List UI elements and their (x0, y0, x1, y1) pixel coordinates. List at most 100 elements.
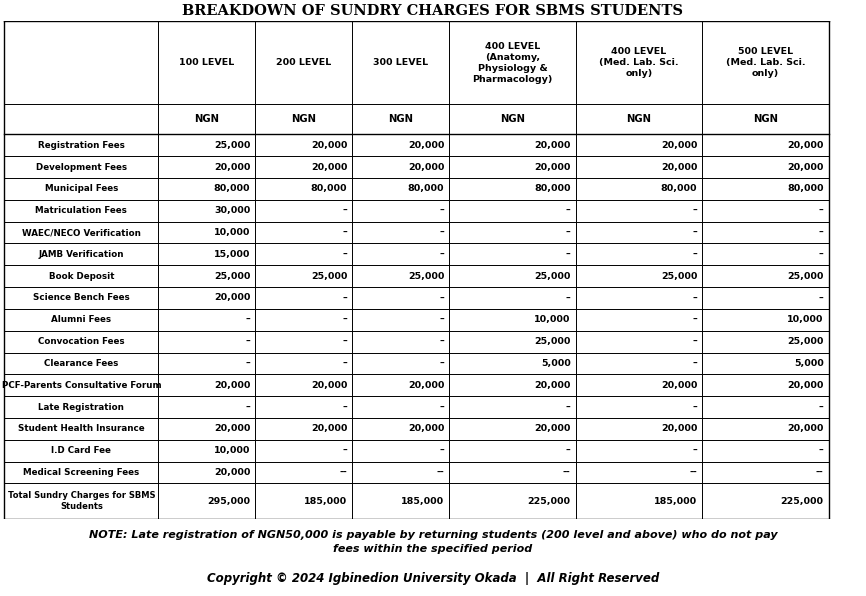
Text: Municipal Fees: Municipal Fees (45, 184, 118, 193)
Text: BREAKDOWN OF SUNDRY CHARGES FOR SBMS STUDENTS: BREAKDOWN OF SUNDRY CHARGES FOR SBMS STU… (183, 5, 683, 18)
Text: Total Sundry Charges for SBMS
Students: Total Sundry Charges for SBMS Students (8, 491, 155, 511)
Text: 295,000: 295,000 (207, 496, 250, 505)
Text: –: – (819, 293, 824, 303)
Text: 20,000: 20,000 (534, 163, 571, 172)
Text: –: – (566, 250, 571, 259)
Text: 25,000: 25,000 (214, 141, 250, 150)
Text: 20,000: 20,000 (534, 381, 571, 390)
Text: 100 LEVEL: 100 LEVEL (179, 58, 235, 67)
Text: 20,000: 20,000 (214, 381, 250, 390)
Text: 225,000: 225,000 (527, 496, 571, 505)
Text: 80,000: 80,000 (408, 184, 444, 193)
Text: 25,000: 25,000 (408, 272, 444, 281)
Text: –: – (440, 206, 444, 215)
Text: 20,000: 20,000 (408, 163, 444, 172)
Text: –: – (343, 228, 347, 237)
Text: –: – (343, 359, 347, 368)
Text: Alumni Fees: Alumni Fees (51, 315, 112, 324)
Text: –: – (440, 228, 444, 237)
Text: 20,000: 20,000 (534, 424, 571, 433)
Text: –: – (693, 359, 697, 368)
Text: NGN: NGN (753, 114, 778, 125)
Text: Science Bench Fees: Science Bench Fees (33, 293, 130, 303)
Text: –: – (693, 337, 697, 346)
Text: 80,000: 80,000 (311, 184, 347, 193)
Text: 20,000: 20,000 (787, 141, 824, 150)
Text: 20,000: 20,000 (408, 424, 444, 433)
Text: –: – (440, 337, 444, 346)
Text: –: – (246, 403, 250, 412)
Text: 20,000: 20,000 (787, 163, 824, 172)
Text: WAEC/NECO Verification: WAEC/NECO Verification (22, 228, 141, 237)
Text: –: – (246, 359, 250, 368)
Text: 20,000: 20,000 (214, 468, 250, 477)
Text: 15,000: 15,000 (214, 250, 250, 259)
Text: 5,000: 5,000 (541, 359, 571, 368)
Text: 400 LEVEL
(Med. Lab. Sci.
only): 400 LEVEL (Med. Lab. Sci. only) (599, 47, 679, 78)
Text: 20,000: 20,000 (311, 141, 347, 150)
Text: NOTE: Late registration of NGN50,000 is payable by returning students (200 level: NOTE: Late registration of NGN50,000 is … (88, 530, 778, 554)
Text: 20,000: 20,000 (661, 163, 697, 172)
Text: 80,000: 80,000 (661, 184, 697, 193)
Text: 20,000: 20,000 (311, 163, 347, 172)
Text: NGN: NGN (389, 114, 413, 125)
Text: 25,000: 25,000 (214, 272, 250, 281)
Text: –: – (440, 293, 444, 303)
Text: 30,000: 30,000 (214, 206, 250, 215)
Text: 25,000: 25,000 (311, 272, 347, 281)
Text: Student Health Insurance: Student Health Insurance (18, 424, 145, 433)
Text: –: – (693, 206, 697, 215)
Text: 5,000: 5,000 (794, 359, 824, 368)
Text: PCF-Parents Consultative Forum: PCF-Parents Consultative Forum (2, 381, 161, 390)
Text: –: – (819, 250, 824, 259)
Text: –: – (566, 293, 571, 303)
Text: --: -- (436, 468, 444, 477)
Text: –: – (343, 337, 347, 346)
Text: –: – (440, 250, 444, 259)
Text: NGN: NGN (195, 114, 219, 125)
Text: 20,000: 20,000 (214, 293, 250, 303)
Text: –: – (440, 446, 444, 455)
Text: –: – (819, 206, 824, 215)
Text: 80,000: 80,000 (214, 184, 250, 193)
Text: 20,000: 20,000 (661, 381, 697, 390)
Text: Book Deposit: Book Deposit (48, 272, 114, 281)
Text: 20,000: 20,000 (311, 424, 347, 433)
Text: –: – (693, 250, 697, 259)
Text: Development Fees: Development Fees (36, 163, 127, 172)
Text: –: – (343, 293, 347, 303)
Text: 500 LEVEL
(Med. Lab. Sci.
only): 500 LEVEL (Med. Lab. Sci. only) (726, 47, 805, 78)
Text: 80,000: 80,000 (787, 184, 824, 193)
Text: Matriculation Fees: Matriculation Fees (36, 206, 127, 215)
Text: 20,000: 20,000 (661, 424, 697, 433)
Text: 400 LEVEL
(Anatomy,
Physiology &
Pharmacology): 400 LEVEL (Anatomy, Physiology & Pharmac… (473, 42, 553, 84)
Text: 20,000: 20,000 (214, 424, 250, 433)
Text: 20,000: 20,000 (408, 381, 444, 390)
Text: NGN: NGN (627, 114, 651, 125)
Text: 20,000: 20,000 (408, 141, 444, 150)
Text: –: – (693, 403, 697, 412)
Text: –: – (343, 206, 347, 215)
Text: 20,000: 20,000 (787, 381, 824, 390)
Text: –: – (343, 315, 347, 324)
Text: 10,000: 10,000 (534, 315, 571, 324)
Text: –: – (246, 337, 250, 346)
Text: 300 LEVEL: 300 LEVEL (373, 58, 429, 67)
Text: 20,000: 20,000 (534, 141, 571, 150)
Text: I.D Card Fee: I.D Card Fee (51, 446, 112, 455)
Text: –: – (819, 446, 824, 455)
Text: NGN: NGN (501, 114, 525, 125)
Text: –: – (693, 446, 697, 455)
Text: 25,000: 25,000 (534, 272, 571, 281)
Text: 25,000: 25,000 (787, 337, 824, 346)
Text: 10,000: 10,000 (787, 315, 824, 324)
Text: NGN: NGN (292, 114, 316, 125)
Text: 10,000: 10,000 (214, 446, 250, 455)
Text: 185,000: 185,000 (654, 496, 697, 505)
Text: 225,000: 225,000 (780, 496, 824, 505)
Text: –: – (440, 359, 444, 368)
Text: 25,000: 25,000 (534, 337, 571, 346)
Text: --: -- (816, 468, 824, 477)
Text: Clearance Fees: Clearance Fees (44, 359, 119, 368)
Text: --: -- (563, 468, 571, 477)
